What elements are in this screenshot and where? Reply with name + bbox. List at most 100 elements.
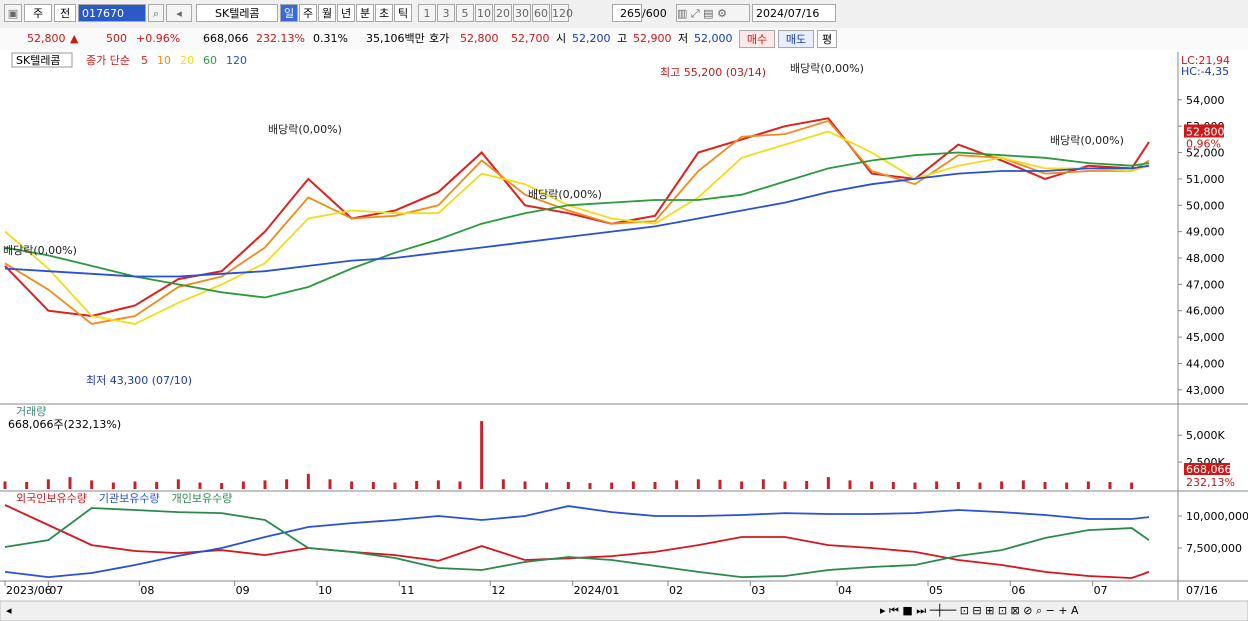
price: 52,800	[27, 32, 66, 45]
up-mark: ▲	[70, 32, 79, 45]
legend-entry: 20	[180, 54, 194, 67]
volume-bar	[610, 482, 614, 489]
volume-bar	[176, 479, 180, 489]
high: 52,900	[633, 32, 672, 45]
volume-bar	[848, 480, 852, 489]
volume-bar	[220, 483, 224, 489]
x-tick-label: 08	[140, 584, 154, 597]
amount: 35,106백만	[366, 32, 425, 45]
panel-label-box	[11, 52, 73, 68]
count-input[interactable]: 265	[612, 4, 642, 22]
period-button[interactable]: 틱	[394, 4, 412, 22]
market-select[interactable]: 주	[24, 4, 52, 22]
volume-bar	[718, 479, 722, 489]
series-line	[4, 151, 1150, 299]
volume-bar	[458, 481, 462, 489]
tool-icons[interactable]: ▥ ⤢ ▤ ⚙	[676, 4, 750, 22]
y-tick-label: 49,000	[1186, 226, 1225, 239]
x-tick-label: 05	[929, 584, 943, 597]
scroll-left[interactable]: ◂	[6, 604, 12, 617]
legend-entry: 5	[141, 54, 148, 67]
volume-bar	[46, 479, 50, 489]
volume: 668,066	[203, 32, 249, 45]
search-button[interactable]: ⌕	[148, 4, 164, 22]
annotation: 배당락(0,00%)	[3, 244, 77, 257]
legend-entry: 기관보유수량	[99, 492, 160, 505]
series-line	[4, 507, 1150, 579]
volume-bar	[415, 480, 419, 489]
volume-bar	[675, 480, 679, 489]
period-button[interactable]: 년	[337, 4, 355, 22]
series-line	[4, 130, 1150, 325]
legend-entry: 외국인보유수량	[16, 492, 87, 505]
volume-bar	[566, 482, 570, 489]
volume-bar	[978, 482, 982, 489]
y-tick-label: 7,500,000	[1186, 542, 1242, 555]
quote-bar: 52,800 ▲ 500 +0.96% 668,066 232.13% 0.31…	[0, 28, 1248, 51]
chart: ◂ ▸ ⏮ ■ ⏭ ─┼── ⊡ ⊟ ⊞ ⊡ ⊠ ⊘ ⌕ − + A 43,00…	[0, 50, 1248, 621]
volume-bar	[111, 482, 115, 489]
annotation: 배당락(0,00%)	[790, 62, 864, 75]
volume-bar	[1000, 481, 1004, 489]
volume-bar	[68, 477, 72, 489]
turnover: 0.31%	[313, 32, 348, 45]
y-tick-label: 10,000,000	[1186, 510, 1248, 523]
volume-bar	[1130, 482, 1134, 489]
eval-button[interactable]: 평	[817, 30, 837, 48]
volume-bar	[761, 479, 765, 489]
volume-bar	[241, 481, 245, 489]
name-field[interactable]: SK텔레콤	[196, 4, 278, 22]
step-button[interactable]: 10	[475, 4, 493, 22]
menu-button[interactable]: ▣	[4, 4, 22, 22]
x-tick-label: 11	[400, 584, 414, 597]
y-tick-label: 51,000	[1186, 173, 1225, 186]
step-button[interactable]: 1	[418, 4, 436, 22]
buy-button[interactable]: 매수	[739, 30, 775, 48]
sound-button[interactable]: ◂	[166, 4, 192, 22]
x-tick-label: 2023/06	[6, 584, 52, 597]
period-button[interactable]: 일	[280, 4, 298, 22]
volume-bar	[480, 421, 484, 489]
step-button[interactable]: 20	[494, 4, 512, 22]
volume-bar	[891, 482, 895, 489]
y-tick-label: 47,000	[1186, 278, 1225, 291]
sell-button[interactable]: 매도	[778, 30, 814, 48]
volume-bar	[740, 481, 744, 489]
prev-button[interactable]: 전	[54, 4, 76, 22]
annotation: 배당락(0,00%)	[1050, 134, 1124, 147]
annotation: 최고 55,200 (03/14)	[660, 66, 766, 79]
bid: 52,700	[511, 32, 550, 45]
x-tick-label: 10	[318, 584, 332, 597]
step-button[interactable]: 3	[437, 4, 455, 22]
period-button[interactable]: 초	[375, 4, 393, 22]
period-button[interactable]: 월	[318, 4, 336, 22]
y-tick-label: 46,000	[1186, 305, 1225, 318]
x-tick-label: 02	[669, 584, 683, 597]
ask: 52,800	[460, 32, 499, 45]
step-button[interactable]: 30	[513, 4, 531, 22]
volume-bar	[263, 480, 267, 489]
lc-label: LC:21,94	[1181, 54, 1230, 67]
step-button[interactable]: 120	[551, 4, 573, 22]
volume-bar	[371, 482, 375, 489]
step-button[interactable]: 5	[456, 4, 474, 22]
y-tick-label: 52,000	[1186, 147, 1225, 160]
period-button[interactable]: 주	[299, 4, 317, 22]
step-button[interactable]: 60	[532, 4, 550, 22]
open-label: 시	[556, 32, 567, 45]
high-label: 고	[617, 32, 628, 45]
period-button[interactable]: 분	[356, 4, 374, 22]
volume-bar	[696, 479, 700, 489]
last-price: 52,800	[1186, 125, 1225, 138]
legend-entry: 10	[157, 54, 171, 67]
panel-title: 거래량	[16, 405, 46, 418]
count-max: /600	[642, 7, 667, 20]
date-input[interactable]: 2024/07/16	[752, 4, 836, 22]
scrollbar[interactable]	[0, 600, 1248, 621]
playback-buttons[interactable]: ▸ ⏮ ■ ⏭ ─┼── ⊡ ⊟ ⊞ ⊡ ⊠ ⊘ ⌕ − + A	[880, 603, 1079, 617]
chart-bg	[0, 50, 1248, 621]
code-input[interactable]: 017670	[78, 4, 146, 22]
volume-bar	[133, 481, 137, 489]
y-tick-label: 45,000	[1186, 331, 1225, 344]
